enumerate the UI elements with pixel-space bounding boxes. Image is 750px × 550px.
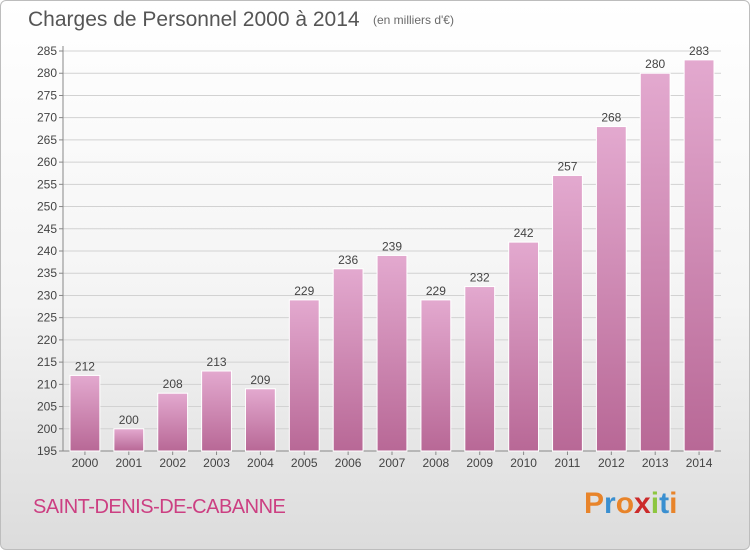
data-label: 229 [426,284,446,298]
logo-letter: r [604,487,616,520]
commune-name: SAINT-DENIS-DE-CABANNE [33,496,286,518]
bar-2008 [420,299,452,452]
x-tick-label: 2007 [379,456,406,470]
y-tick-label: 235 [37,266,57,280]
y-tick-label: 195 [37,444,57,458]
data-label: 208 [163,377,183,391]
data-label: 268 [601,111,621,125]
x-tick-label: 2005 [291,456,318,470]
bar-2011 [552,174,583,452]
data-label: 242 [514,226,534,240]
y-tick-label: 215 [37,355,57,369]
bars [69,59,715,452]
bar-2004 [244,388,276,452]
y-tick-label: 285 [37,44,57,58]
y-tick-label: 270 [37,111,57,125]
data-label: 232 [470,271,490,285]
bar-2000 [69,374,101,452]
logo-letter: t [659,487,670,520]
bar-2006 [332,268,364,452]
data-label: 209 [250,373,270,387]
x-tick-label: 2001 [115,456,142,470]
x-tick-label: 2013 [642,456,669,470]
x-tick-label: 2014 [686,456,713,470]
bar-2007 [376,254,408,452]
y-tick-label: 225 [37,311,57,325]
y-tick-label: 250 [37,200,57,214]
labels: 195 200 205 210 215 220 225 230 235 240 245 250 255 2… [37,44,713,470]
x-tick-label: 2008 [423,456,450,470]
y-tick-label: 255 [37,177,57,191]
bar-2005 [288,299,320,452]
y-tick-label: 265 [37,133,57,147]
x-tick-label: 2012 [598,456,625,470]
x-tick-label: 2010 [510,456,537,470]
x-tick-label: 2011 [555,456,581,470]
logo-letter: i [650,487,660,520]
data-label: 239 [382,239,402,253]
x-tick-label: 2004 [247,456,274,470]
y-tick-label: 220 [37,333,57,347]
data-label: 236 [338,253,358,267]
bar-2010 [508,241,540,452]
x-tick-label: 2009 [466,456,493,470]
logo-letter: o [615,487,635,520]
x-tick-label: 2002 [159,456,186,470]
y-tick-label: 240 [37,244,57,258]
y-tick-label: 260 [37,155,57,169]
y-tick-label: 205 [37,400,57,414]
data-label: 280 [645,57,665,71]
logo-letter: P [584,487,605,520]
data-label: 257 [557,159,577,173]
y-tick-label: 245 [37,222,57,236]
bar-2002 [157,392,189,452]
bar-2012 [595,126,627,452]
bar-2013 [639,72,671,452]
y-tick-label: 210 [37,377,57,391]
chart-subtitle: (en milliers d'€) [373,13,454,27]
data-label: 200 [119,413,139,427]
x-tick-label: 2000 [72,456,99,470]
bar-2001 [113,428,145,452]
data-label: 213 [207,355,227,369]
y-tick-label: 280 [37,66,57,80]
y-tick-label: 275 [37,88,57,102]
bar-2003 [201,370,232,452]
logo-letter: i [669,487,678,520]
x-tick-label: 2006 [335,456,362,470]
bar-2014 [683,59,715,452]
bar-2009 [464,286,496,452]
x-tick-label: 2003 [203,456,230,470]
data-label: 229 [294,284,314,298]
y-tick-label: 230 [37,288,57,302]
y-tick-label: 200 [37,422,57,436]
data-label: 283 [689,44,709,58]
chart-title: Charges de Personnel 2000 à 2014 [28,8,360,31]
logo-letter: x [634,487,651,520]
proxiti-logo[interactable]: Proxiti [584,487,677,521]
data-label: 212 [75,359,95,373]
